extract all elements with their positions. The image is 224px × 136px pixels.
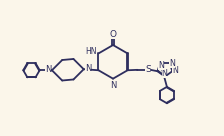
Text: N: N <box>158 61 164 70</box>
Text: N: N <box>45 65 51 74</box>
Text: N: N <box>162 69 167 78</box>
Text: HN: HN <box>85 47 96 56</box>
Text: O: O <box>110 30 116 39</box>
Text: N: N <box>172 66 178 75</box>
Text: N: N <box>169 59 175 68</box>
Text: S: S <box>145 65 151 74</box>
Text: N: N <box>110 81 116 90</box>
Text: N: N <box>85 64 91 73</box>
